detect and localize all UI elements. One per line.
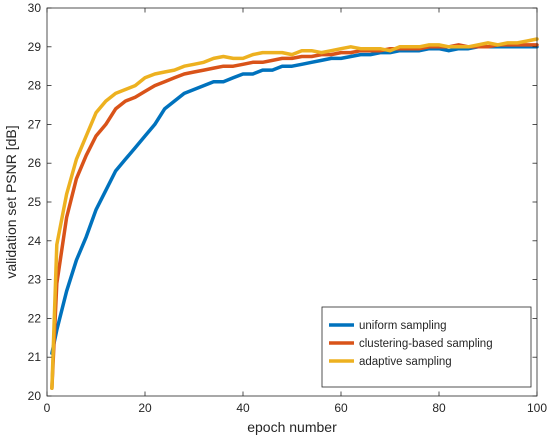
- x-tick-label: 100: [527, 401, 547, 415]
- legend-label-3: adaptive sampling: [359, 356, 452, 368]
- y-tick-label: 23: [28, 273, 42, 287]
- y-tick-label: 27: [28, 117, 42, 131]
- series-line-3: [50, 37, 539, 390]
- y-tick-label: 29: [28, 40, 42, 54]
- x-tick-label: 20: [138, 401, 152, 415]
- legend-box: [321, 306, 532, 388]
- y-tick-label: 24: [28, 234, 42, 248]
- y-tick-label: 30: [28, 1, 42, 15]
- x-tick-label: 0: [44, 401, 51, 415]
- legend: uniform sampling clustering-based samplin…: [321, 306, 532, 388]
- y-tick-label: 25: [28, 195, 42, 209]
- y-tick-label: 26: [28, 156, 42, 170]
- series-line-1: [50, 45, 539, 356]
- series-layer: [50, 37, 539, 390]
- y-tick-label: 21: [28, 350, 42, 364]
- legend-label-2: clustering-based sampling: [359, 338, 493, 350]
- x-axis-title: epoch number: [247, 419, 337, 435]
- legend-label-1: uniform sampling: [359, 320, 447, 332]
- x-tick-label: 60: [334, 401, 348, 415]
- y-axis-title: validation set PSNR [dB]: [3, 125, 19, 278]
- x-tick-label: 40: [236, 401, 250, 415]
- y-tick-label: 22: [28, 311, 42, 325]
- y-tick-label: 28: [28, 79, 42, 93]
- x-tick-label: 80: [432, 401, 446, 415]
- y-tick-label: 20: [28, 389, 42, 403]
